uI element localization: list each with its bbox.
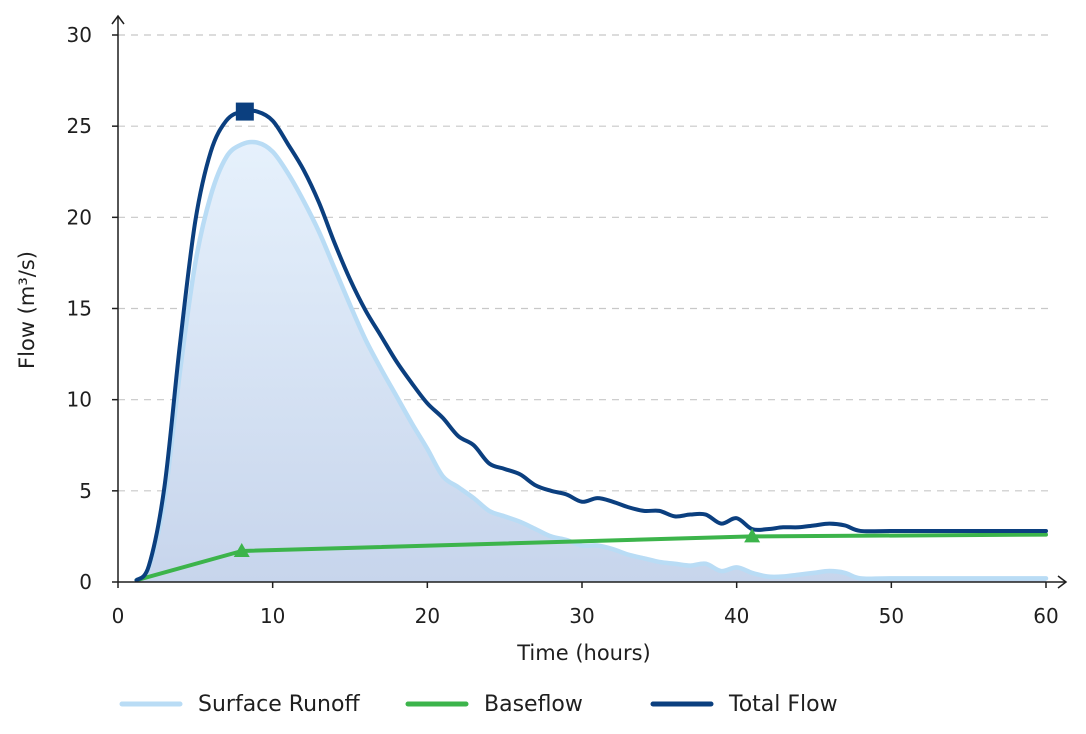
y-axis-title: Flow (m³/s): [15, 251, 39, 369]
x-tick-label: 50: [879, 604, 904, 628]
x-axis-title: Time (hours): [516, 641, 651, 665]
y-tick-label: 20: [67, 205, 92, 229]
surface-runoff-area-layer: [136, 141, 1046, 582]
y-tick-label: 5: [79, 479, 92, 503]
tick-labels: 0 5 10 15 20 25 30 0 10 20 30 40 50 60: [67, 23, 1059, 628]
total-flow-peak-marker: [235, 102, 254, 121]
y-tick-label: 0: [79, 570, 92, 594]
x-tick-label: 0: [112, 604, 125, 628]
x-axis-arrow: [1057, 575, 1068, 589]
baseflow-line: [134, 532, 1048, 583]
x-tick-label: 30: [569, 604, 594, 628]
y-tick-label: 15: [67, 297, 92, 321]
x-tick-label: 20: [415, 604, 440, 628]
y-tick-label: 25: [67, 114, 92, 138]
legend-label-baseflow: Baseflow: [484, 692, 583, 717]
x-tick-label: 60: [1033, 604, 1058, 628]
y-axis-arrow: [111, 14, 125, 25]
x-tick-label: 10: [260, 604, 285, 628]
axes: [111, 14, 1068, 589]
surface-runoff-area: [136, 141, 1046, 582]
legend: Surface Runoff Baseflow Total Flow: [119, 692, 838, 717]
surface-runoff-line: [134, 139, 1049, 583]
y-tick-label: 30: [67, 23, 92, 47]
legend-label-total-flow: Total Flow: [728, 692, 838, 717]
baseflow-marker: [744, 528, 761, 543]
y-tick-label: 10: [67, 388, 92, 412]
marker-layer: [233, 102, 761, 558]
baseflow-marker: [233, 543, 250, 558]
x-tick-label: 40: [724, 604, 749, 628]
legend-label-surface-runoff: Surface Runoff: [198, 692, 360, 717]
